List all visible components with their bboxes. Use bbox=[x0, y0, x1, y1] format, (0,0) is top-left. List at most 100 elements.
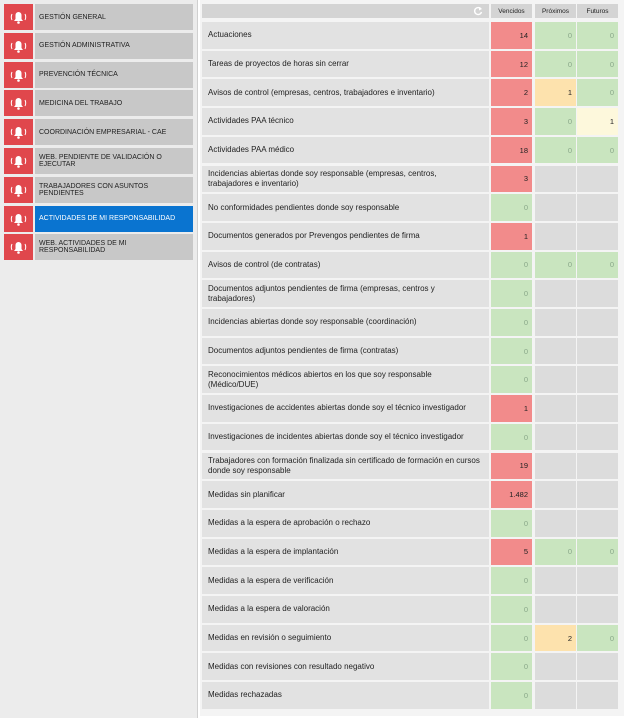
empty-cell bbox=[577, 509, 618, 537]
count-cell: 19 bbox=[491, 452, 532, 480]
row-label: No conformidades pendientes donde soy re… bbox=[202, 194, 489, 221]
menu-icon[interactable] bbox=[4, 90, 33, 117]
count-cell: 0 bbox=[491, 280, 532, 307]
menu-item[interactable]: COORDINACIÓN EMPRESARIAL - CAE bbox=[35, 119, 193, 146]
empty-cell bbox=[577, 596, 618, 623]
count-cell: 0 bbox=[491, 596, 532, 623]
count-cell: 0 bbox=[535, 108, 576, 135]
empty-cell bbox=[535, 395, 576, 422]
count-cell: 0 bbox=[535, 136, 576, 164]
count-cell: 2 bbox=[491, 79, 532, 107]
count-cell: 5 bbox=[491, 538, 532, 566]
row-label: Medidas a la espera de aprobación o rech… bbox=[202, 509, 489, 537]
empty-cell bbox=[577, 682, 618, 709]
menu-item[interactable]: PREVENCIÓN TÉCNICA bbox=[35, 61, 193, 88]
row-label: Medidas rechazadas bbox=[202, 682, 489, 709]
count-cell: 0 bbox=[577, 136, 618, 164]
menu-item[interactable]: GESTIÓN GENERAL bbox=[35, 4, 193, 30]
row-label: Actividades PAA técnico bbox=[202, 108, 489, 135]
count-cell: 14 bbox=[491, 22, 532, 49]
empty-cell bbox=[577, 309, 618, 336]
row-label: Documentos generados por Prevengos pendi… bbox=[202, 222, 489, 250]
menu-icon[interactable] bbox=[4, 148, 33, 174]
count-cell: 1 bbox=[577, 108, 618, 135]
count-cell: 18 bbox=[491, 136, 532, 164]
row-label: Investigaciones de accidentes abiertas d… bbox=[202, 395, 489, 422]
empty-cell bbox=[577, 337, 618, 365]
empty-cell bbox=[535, 423, 576, 451]
count-cell: 0 bbox=[577, 79, 618, 107]
menu-item[interactable]: WEB. PENDIENTE DE VALIDACIÓN O EJECUTAR bbox=[35, 148, 193, 174]
count-cell: 0 bbox=[491, 366, 532, 394]
empty-cell bbox=[535, 309, 576, 336]
empty-cell bbox=[535, 165, 576, 193]
refresh-icon[interactable] bbox=[473, 6, 483, 16]
count-cell: 0 bbox=[491, 509, 532, 537]
empty-cell bbox=[535, 653, 576, 681]
count-cell: 0 bbox=[535, 22, 576, 49]
row-label: Avisos de control (empresas, centros, tr… bbox=[202, 79, 489, 107]
count-cell: 0 bbox=[577, 538, 618, 566]
bell-icon bbox=[10, 127, 27, 139]
empty-cell bbox=[577, 567, 618, 594]
empty-cell bbox=[577, 366, 618, 394]
count-cell: 0 bbox=[535, 50, 576, 78]
count-cell: 0 bbox=[535, 251, 576, 279]
count-cell: 12 bbox=[491, 50, 532, 78]
empty-cell bbox=[535, 194, 576, 221]
empty-cell bbox=[577, 653, 618, 681]
row-label: Tareas de proyectos de horas sin cerrar bbox=[202, 50, 489, 78]
count-cell: 0 bbox=[491, 194, 532, 221]
row-label: Actuaciones bbox=[202, 22, 489, 49]
bell-icon bbox=[10, 184, 27, 197]
menu-icon[interactable] bbox=[4, 119, 33, 146]
empty-cell bbox=[535, 509, 576, 537]
row-label: Medidas a la espera de implantación bbox=[202, 538, 489, 566]
count-cell: 1 bbox=[491, 395, 532, 422]
count-cell: 1 bbox=[535, 79, 576, 107]
count-cell: 0 bbox=[577, 251, 618, 279]
count-cell: 0 bbox=[577, 624, 618, 652]
menu-icon[interactable] bbox=[4, 176, 33, 203]
empty-cell bbox=[535, 452, 576, 480]
bell-icon bbox=[10, 98, 27, 111]
row-label: Documentos adjuntos pendientes de firma … bbox=[202, 280, 489, 307]
menu-icon[interactable] bbox=[4, 61, 33, 88]
row-label: Medidas sin planificar bbox=[202, 481, 489, 508]
bell-icon bbox=[10, 213, 27, 226]
row-label: Investigaciones de incidentes abiertas d… bbox=[202, 423, 489, 451]
row-label: Medidas a la espera de valoración bbox=[202, 596, 489, 623]
menu-item[interactable]: TRABAJADORES CON ASUNTOS PENDIENTES bbox=[35, 176, 193, 203]
menu-icon[interactable] bbox=[4, 32, 33, 59]
count-cell: 3 bbox=[491, 108, 532, 135]
empty-cell bbox=[577, 194, 618, 221]
empty-cell bbox=[577, 222, 618, 250]
menu-icon[interactable] bbox=[4, 205, 33, 232]
count-cell: 0 bbox=[491, 567, 532, 594]
menu-item[interactable]: WEB. ACTIVIDADES DE MI RESPONSABILIDAD bbox=[35, 234, 193, 261]
empty-cell bbox=[535, 337, 576, 365]
empty-cell bbox=[577, 165, 618, 193]
row-label: Incidencias abiertas donde soy responsab… bbox=[202, 309, 489, 336]
menu-icon[interactable] bbox=[4, 4, 33, 30]
count-cell: 0 bbox=[491, 682, 532, 709]
row-label: Medidas a la espera de verificación bbox=[202, 567, 489, 594]
count-cell: 0 bbox=[491, 423, 532, 451]
empty-cell bbox=[535, 222, 576, 250]
count-cell: 0 bbox=[577, 22, 618, 49]
count-cell: 0 bbox=[491, 309, 532, 336]
menu-icon[interactable] bbox=[4, 234, 33, 261]
bell-icon bbox=[10, 69, 27, 82]
main-panel: Vencidos Próximos Futuros Actuaciones 14 0 0 Ta… bbox=[200, 0, 624, 716]
empty-cell bbox=[535, 682, 576, 709]
menu-item[interactable]: ACTIVIDADES DE MI RESPONSABILIDAD bbox=[35, 205, 193, 232]
count-cell: 1 bbox=[491, 222, 532, 250]
count-cell: 1.482 bbox=[491, 481, 532, 508]
menu-item[interactable]: MEDICINA DEL TRABAJO bbox=[35, 90, 193, 117]
menu-item[interactable]: GESTIÓN ADMINISTRATIVA bbox=[35, 32, 193, 59]
count-cell: 0 bbox=[491, 337, 532, 365]
count-cell: 0 bbox=[491, 653, 532, 681]
table-header bbox=[202, 4, 489, 18]
row-label: Trabajadores con formación finalizada si… bbox=[202, 452, 489, 480]
